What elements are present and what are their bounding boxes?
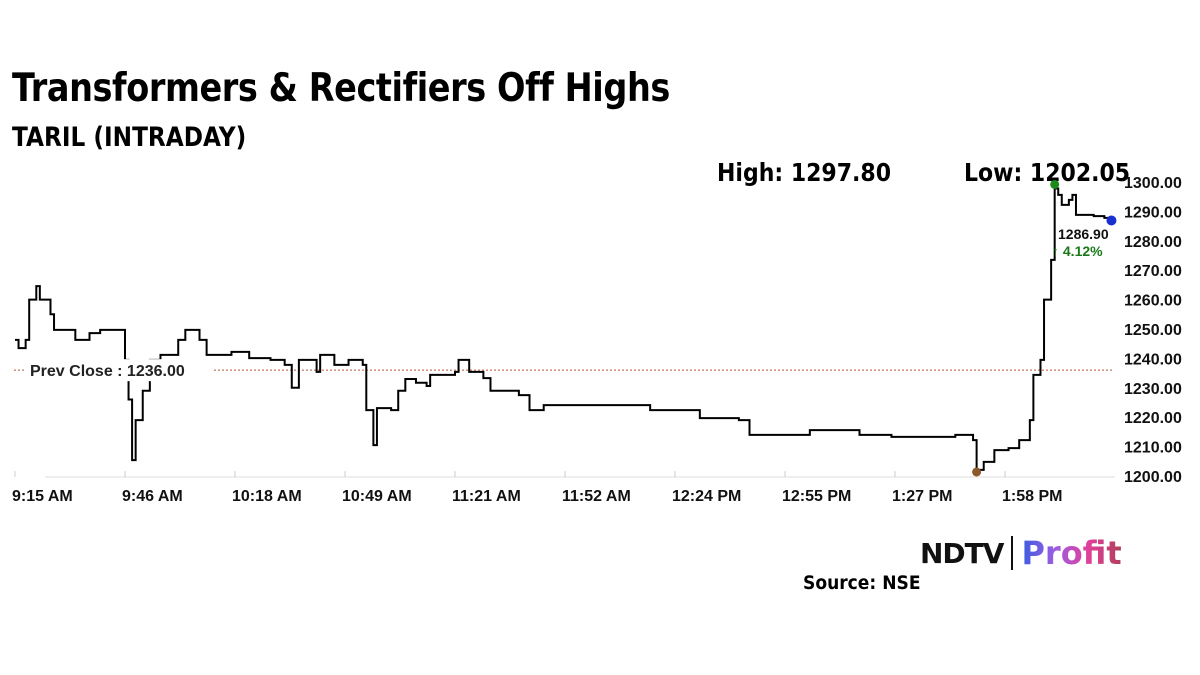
last-price-marker xyxy=(1106,215,1117,226)
x-tick-label: 12:55 PM xyxy=(782,488,851,505)
high-marker xyxy=(1050,179,1060,189)
x-tick-label: 1:58 PM xyxy=(1002,488,1062,505)
x-tick-label: 10:49 AM xyxy=(342,488,412,505)
ndtv-profit-logo: NDTV Profit xyxy=(920,534,1122,572)
x-tick-label: 10:18 AM xyxy=(232,488,302,505)
y-tick-label: 1280.00 xyxy=(1124,234,1182,251)
high-label: High: 1297.80 xyxy=(717,158,892,187)
logo-profit: Profit xyxy=(1021,534,1122,572)
prev-close-label: Prev Close : 1236.00 xyxy=(30,363,185,380)
y-tick-label: 1300.00 xyxy=(1124,175,1182,192)
y-tick-label: 1290.00 xyxy=(1124,204,1182,221)
source-note: Source: NSE xyxy=(803,572,921,594)
last-price-label: 1286.90 xyxy=(1058,226,1109,242)
y-tick-label: 1240.00 xyxy=(1124,351,1182,368)
y-tick-label: 1210.00 xyxy=(1124,440,1182,457)
low-label: Low: 1202.05 xyxy=(964,158,1131,187)
y-tick-label: 1250.00 xyxy=(1124,322,1182,339)
low-marker xyxy=(972,467,982,477)
price-line xyxy=(15,187,1113,471)
logo-divider xyxy=(1011,536,1014,570)
logo-ndtv: NDTV xyxy=(920,536,1004,570)
chart-title: Transformers & Rectifiers Off Highs xyxy=(12,66,670,111)
x-tick-label: 9:15 AM xyxy=(12,488,73,505)
x-tick-label: 1:27 PM xyxy=(892,488,952,505)
x-tick-label: 11:52 AM xyxy=(562,488,631,505)
chart-subtitle: TARIL (INTRADAY) xyxy=(12,122,247,153)
change-label: ↑ 4.12% xyxy=(1052,243,1103,259)
y-tick-label: 1220.00 xyxy=(1124,410,1182,427)
y-tick-label: 1200.00 xyxy=(1124,469,1182,486)
x-tick-label: 12:24 PM xyxy=(672,488,741,505)
x-tick-label: 9:46 AM xyxy=(122,488,183,505)
y-tick-label: 1270.00 xyxy=(1124,263,1182,280)
y-tick-label: 1260.00 xyxy=(1124,293,1182,310)
x-tick-label: 11:21 AM xyxy=(452,488,521,505)
y-tick-label: 1230.00 xyxy=(1124,381,1182,398)
prev-close-label-bg xyxy=(26,359,214,382)
